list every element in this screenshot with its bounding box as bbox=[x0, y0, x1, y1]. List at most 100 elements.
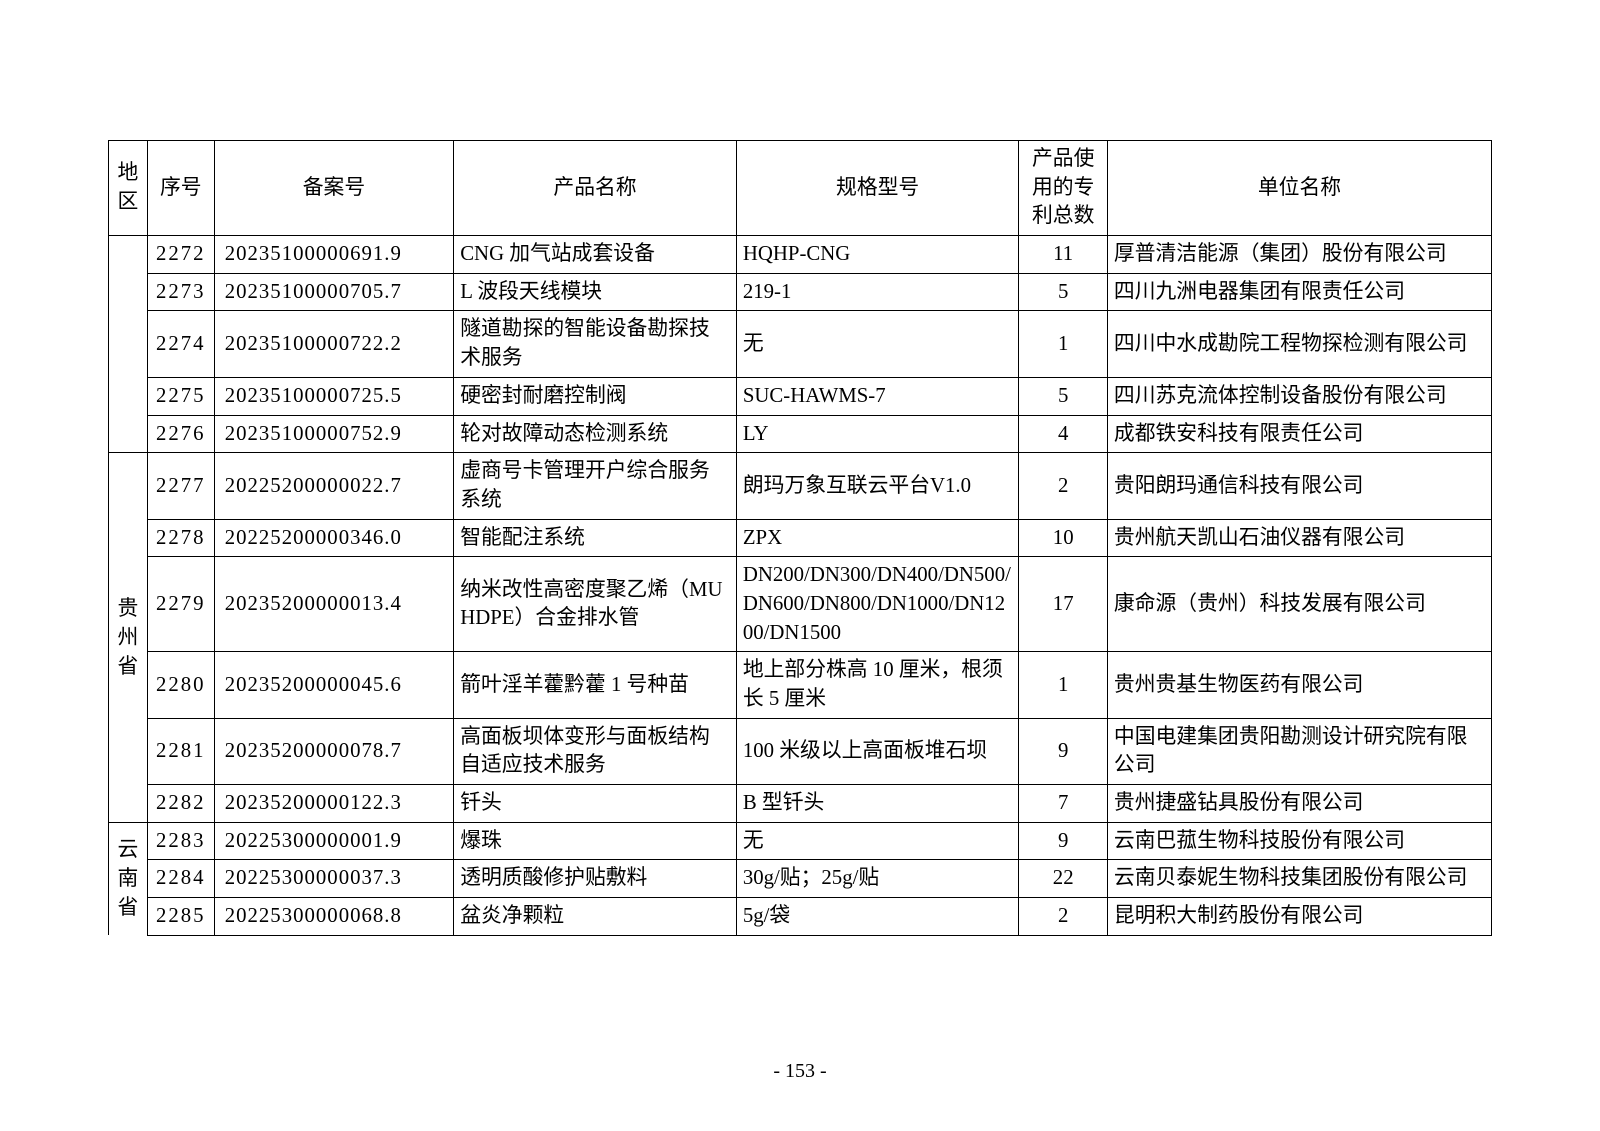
spec-cell: ZPX bbox=[736, 519, 1019, 557]
patents-cell: 22 bbox=[1019, 860, 1107, 898]
filing-cell: 20235200000122.3 bbox=[214, 785, 453, 823]
filing-cell: 20235100000691.9 bbox=[214, 236, 453, 274]
idx-cell: 2273 bbox=[147, 273, 214, 311]
filing-cell: 20235200000045.6 bbox=[214, 652, 453, 718]
data-table: 地区 序号 备案号 产品名称 规格型号 产品使用的专利总数 单位名称 22722… bbox=[108, 140, 1492, 936]
table-row: 227220235100000691.9CNG 加气站成套设备HQHP-CNG1… bbox=[109, 236, 1492, 274]
product-name-cell: 隧道勘探的智能设备勘探技术服务 bbox=[454, 311, 737, 377]
patents-cell: 1 bbox=[1019, 311, 1107, 377]
col-header-filing: 备案号 bbox=[214, 141, 453, 236]
filing-cell: 20235100000725.5 bbox=[214, 377, 453, 415]
spec-cell: 5g/袋 bbox=[736, 898, 1019, 936]
product-name-cell: L 波段天线模块 bbox=[454, 273, 737, 311]
filing-cell: 20235100000752.9 bbox=[214, 415, 453, 453]
product-name-cell: 硬密封耐磨控制阀 bbox=[454, 377, 737, 415]
spec-cell: 无 bbox=[736, 822, 1019, 860]
col-header-idx: 序号 bbox=[147, 141, 214, 236]
document-page: 地区 序号 备案号 产品名称 规格型号 产品使用的专利总数 单位名称 22722… bbox=[0, 0, 1600, 1131]
spec-cell: DN200/DN300/DN400/DN500/DN600/DN800/DN10… bbox=[736, 557, 1019, 652]
col-header-name: 产品名称 bbox=[454, 141, 737, 236]
patents-cell: 4 bbox=[1019, 415, 1107, 453]
idx-cell: 2280 bbox=[147, 652, 214, 718]
idx-cell: 2285 bbox=[147, 898, 214, 936]
product-name-cell: 轮对故障动态检测系统 bbox=[454, 415, 737, 453]
unit-cell: 贵州航天凯山石油仪器有限公司 bbox=[1107, 519, 1491, 557]
idx-cell: 2272 bbox=[147, 236, 214, 274]
table-row: 贵州省227720225200000022.7虚商号卡管理开户综合服务系统朗玛万… bbox=[109, 453, 1492, 519]
table-row: 228220235200000122.3钎头B 型钎头7贵州捷盛钻具股份有限公司 bbox=[109, 785, 1492, 823]
patents-cell: 17 bbox=[1019, 557, 1107, 652]
table-row: 227320235100000705.7L 波段天线模块219-15四川九洲电器… bbox=[109, 273, 1492, 311]
product-name-cell: 纳米改性高密度聚乙烯（MUHDPE）合金排水管 bbox=[454, 557, 737, 652]
col-header-patents: 产品使用的专利总数 bbox=[1019, 141, 1107, 236]
idx-cell: 2276 bbox=[147, 415, 214, 453]
unit-cell: 云南贝泰妮生物科技集团股份有限公司 bbox=[1107, 860, 1491, 898]
table-row: 228020235200000045.6箭叶淫羊藿黔藿 1 号种苗地上部分株高 … bbox=[109, 652, 1492, 718]
spec-cell: 地上部分株高 10 厘米，根须长 5 厘米 bbox=[736, 652, 1019, 718]
table-row: 227420235100000722.2隧道勘探的智能设备勘探技术服务无1四川中… bbox=[109, 311, 1492, 377]
patents-cell: 9 bbox=[1019, 718, 1107, 784]
region-cell bbox=[109, 236, 148, 453]
product-name-cell: 盆炎净颗粒 bbox=[454, 898, 737, 936]
filing-cell: 20235200000078.7 bbox=[214, 718, 453, 784]
table-header: 地区 序号 备案号 产品名称 规格型号 产品使用的专利总数 单位名称 bbox=[109, 141, 1492, 236]
idx-cell: 2274 bbox=[147, 311, 214, 377]
spec-cell: LY bbox=[736, 415, 1019, 453]
filing-cell: 20225300000068.8 bbox=[214, 898, 453, 936]
idx-cell: 2282 bbox=[147, 785, 214, 823]
unit-cell: 康命源（贵州）科技发展有限公司 bbox=[1107, 557, 1491, 652]
page-number: - 153 - bbox=[0, 1060, 1600, 1083]
table-row: 228120235200000078.7高面板坝体变形与面板结构自适应技术服务1… bbox=[109, 718, 1492, 784]
col-header-region: 地区 bbox=[109, 141, 148, 236]
filing-cell: 20225200000346.0 bbox=[214, 519, 453, 557]
patents-cell: 2 bbox=[1019, 453, 1107, 519]
region-cell: 云南省 bbox=[109, 822, 148, 935]
product-name-cell: 钎头 bbox=[454, 785, 737, 823]
product-name-cell: 高面板坝体变形与面板结构自适应技术服务 bbox=[454, 718, 737, 784]
unit-cell: 昆明积大制药股份有限公司 bbox=[1107, 898, 1491, 936]
unit-cell: 厚普清洁能源（集团）股份有限公司 bbox=[1107, 236, 1491, 274]
filing-cell: 20225300000037.3 bbox=[214, 860, 453, 898]
unit-cell: 贵阳朗玛通信科技有限公司 bbox=[1107, 453, 1491, 519]
filing-cell: 20235200000013.4 bbox=[214, 557, 453, 652]
table-row: 228420225300000037.3透明质酸修护贴敷料30g/贴；25g/贴… bbox=[109, 860, 1492, 898]
patents-cell: 5 bbox=[1019, 377, 1107, 415]
filing-cell: 20225300000001.9 bbox=[214, 822, 453, 860]
unit-cell: 云南巴菰生物科技股份有限公司 bbox=[1107, 822, 1491, 860]
table-body: 227220235100000691.9CNG 加气站成套设备HQHP-CNG1… bbox=[109, 236, 1492, 936]
patents-cell: 10 bbox=[1019, 519, 1107, 557]
table-row: 227820225200000346.0智能配注系统ZPX10贵州航天凯山石油仪… bbox=[109, 519, 1492, 557]
patents-cell: 9 bbox=[1019, 822, 1107, 860]
product-name-cell: 透明质酸修护贴敷料 bbox=[454, 860, 737, 898]
spec-cell: 219-1 bbox=[736, 273, 1019, 311]
table-row: 227920235200000013.4纳米改性高密度聚乙烯（MUHDPE）合金… bbox=[109, 557, 1492, 652]
spec-cell: SUC-HAWMS-7 bbox=[736, 377, 1019, 415]
table-row: 228520225300000068.8盆炎净颗粒5g/袋2昆明积大制药股份有限… bbox=[109, 898, 1492, 936]
idx-cell: 2278 bbox=[147, 519, 214, 557]
unit-cell: 贵州贵基生物医药有限公司 bbox=[1107, 652, 1491, 718]
table-row: 227520235100000725.5硬密封耐磨控制阀SUC-HAWMS-75… bbox=[109, 377, 1492, 415]
idx-cell: 2275 bbox=[147, 377, 214, 415]
unit-cell: 四川苏克流体控制设备股份有限公司 bbox=[1107, 377, 1491, 415]
spec-cell: 30g/贴；25g/贴 bbox=[736, 860, 1019, 898]
idx-cell: 2284 bbox=[147, 860, 214, 898]
patents-cell: 2 bbox=[1019, 898, 1107, 936]
unit-cell: 中国电建集团贵阳勘测设计研究院有限公司 bbox=[1107, 718, 1491, 784]
spec-cell: 100 米级以上高面板堆石坝 bbox=[736, 718, 1019, 784]
product-name-cell: 智能配注系统 bbox=[454, 519, 737, 557]
product-name-cell: CNG 加气站成套设备 bbox=[454, 236, 737, 274]
region-cell: 贵州省 bbox=[109, 453, 148, 823]
patents-cell: 5 bbox=[1019, 273, 1107, 311]
spec-cell: 无 bbox=[736, 311, 1019, 377]
patents-cell: 1 bbox=[1019, 652, 1107, 718]
filing-cell: 20235100000722.2 bbox=[214, 311, 453, 377]
filing-cell: 20225200000022.7 bbox=[214, 453, 453, 519]
idx-cell: 2279 bbox=[147, 557, 214, 652]
spec-cell: 朗玛万象互联云平台V1.0 bbox=[736, 453, 1019, 519]
patents-cell: 11 bbox=[1019, 236, 1107, 274]
product-name-cell: 爆珠 bbox=[454, 822, 737, 860]
product-name-cell: 虚商号卡管理开户综合服务系统 bbox=[454, 453, 737, 519]
idx-cell: 2283 bbox=[147, 822, 214, 860]
col-header-unit: 单位名称 bbox=[1107, 141, 1491, 236]
filing-cell: 20235100000705.7 bbox=[214, 273, 453, 311]
